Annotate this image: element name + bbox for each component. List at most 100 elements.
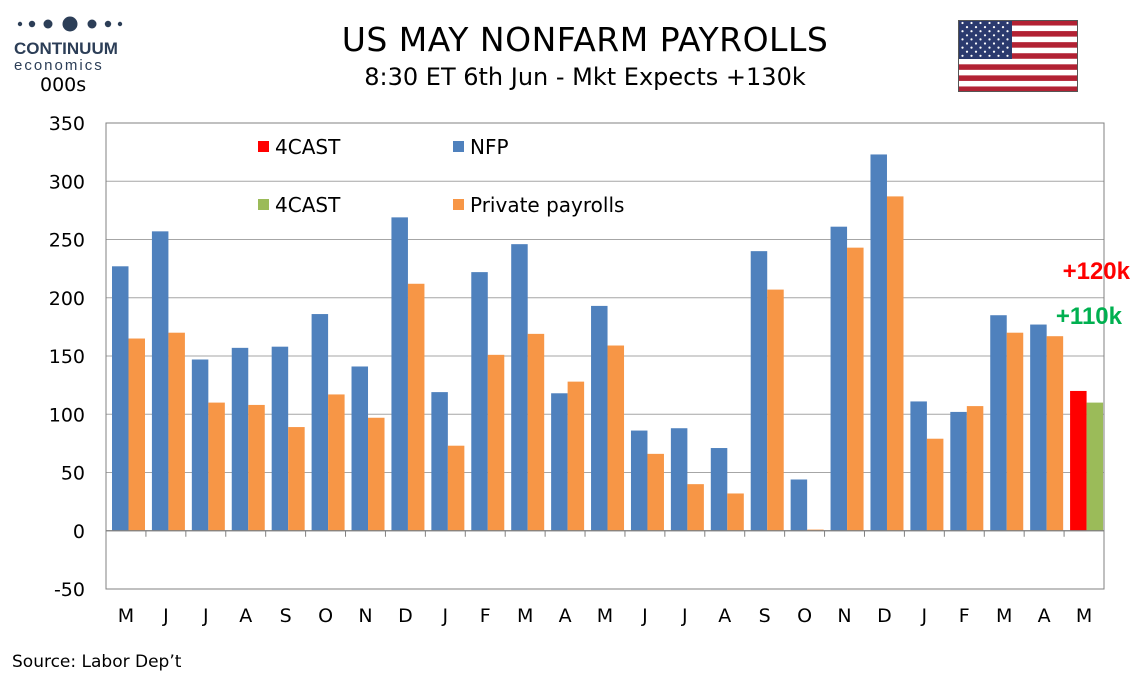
forecast-private-bar <box>1086 402 1104 531</box>
x-tick-label: M <box>597 605 613 627</box>
legend-label: 4CAST <box>275 135 341 159</box>
x-tick-label: D <box>877 605 892 627</box>
private-bar <box>567 381 585 531</box>
y-tick-label: 0 <box>73 521 85 543</box>
x-tick-label: A <box>239 605 252 627</box>
x-tick-label: M <box>1076 605 1092 627</box>
continuum-logo-icon: CONTINUUM economics <box>14 14 134 73</box>
nfp-bar <box>391 217 408 531</box>
x-tick-label: S <box>280 605 292 627</box>
private-bar <box>607 345 625 531</box>
nfp-bar <box>151 231 169 531</box>
legend-swatch <box>258 199 269 210</box>
private-bar <box>886 196 904 531</box>
legend-label: 4CAST <box>275 193 341 217</box>
x-tick-label: M <box>517 605 533 627</box>
logo-name: CONTINUUM <box>14 39 118 58</box>
x-tick-label: J <box>641 605 648 627</box>
x-tick-label: O <box>318 605 333 627</box>
legend-label: Private payrolls <box>470 193 624 217</box>
x-tick-label: J <box>681 605 688 627</box>
nfp-bar <box>191 359 209 531</box>
source-note: Source: Labor Dep’t <box>12 652 182 672</box>
nfp-bar <box>750 251 768 531</box>
nfp-bar <box>351 366 369 531</box>
plot-frame <box>105 122 1105 590</box>
nfp-bar <box>231 347 249 531</box>
x-tick-label: M <box>118 605 134 627</box>
x-tick-label: S <box>759 605 771 627</box>
forecast-annotation: +120k <box>1063 258 1131 285</box>
x-tick-label: N <box>837 605 851 627</box>
logo-sub: economics <box>14 57 104 74</box>
private-bar <box>328 394 345 531</box>
nfp-bar <box>591 305 608 531</box>
nfp-bar <box>271 346 289 531</box>
private-bar <box>647 453 664 531</box>
nfp-bar <box>790 479 808 531</box>
y-tick-label: 150 <box>49 346 85 368</box>
nfp-bar <box>471 272 488 531</box>
y-tick-label: 350 <box>49 113 85 135</box>
unit-label: 000s <box>40 74 87 96</box>
x-tick-label: O <box>797 605 812 627</box>
chart-title: US MAY NONFARM PAYROLLS <box>341 20 829 59</box>
logo-dots-icon <box>17 16 123 32</box>
nfp-bar <box>710 448 728 531</box>
private-bar <box>168 332 185 531</box>
x-tick-label: N <box>358 605 372 627</box>
nfp-bar <box>990 315 1007 531</box>
private-bar <box>1006 332 1024 531</box>
nfp-bar <box>830 226 848 531</box>
forecast-nfp-bar <box>1070 390 1087 531</box>
y-tick-label: 250 <box>49 230 85 252</box>
legend-swatch <box>258 141 269 152</box>
private-bar <box>368 417 385 531</box>
private-bar <box>727 493 744 531</box>
x-tick-label: A <box>1038 605 1051 627</box>
private-bar <box>487 354 505 531</box>
x-tick-label: J <box>921 605 928 627</box>
forecast-annotation: +110k <box>1056 303 1123 330</box>
private-bar <box>288 427 305 531</box>
chart-subtitle: 8:30 ET 6th Jun - Mkt Expects +130k <box>364 63 806 91</box>
x-tick-label: J <box>162 605 169 627</box>
x-tick-label: A <box>559 605 572 627</box>
x-tick-label: J <box>442 605 449 627</box>
us-flag-icon <box>958 20 1078 92</box>
legend-swatch <box>453 141 464 152</box>
private-bar <box>407 283 425 531</box>
nfp-bar <box>112 266 129 531</box>
nfp-bar <box>630 430 648 531</box>
private-bar <box>1046 336 1064 531</box>
x-tick-label: M <box>996 605 1012 627</box>
x-tick-label: A <box>718 605 731 627</box>
private-bar <box>128 338 145 531</box>
legend-label: NFP <box>470 135 509 159</box>
y-tick-label: -50 <box>54 579 85 601</box>
nfp-bar <box>910 401 927 531</box>
private-bar <box>527 333 545 531</box>
y-tick-label: 200 <box>49 288 85 310</box>
private-bar <box>248 404 265 531</box>
x-tick-label: F <box>959 605 970 627</box>
y-tick-label: 100 <box>49 404 85 426</box>
private-bar <box>447 445 465 531</box>
legend-swatch <box>453 199 464 210</box>
nfp-bar <box>551 393 568 531</box>
y-tick-label: 300 <box>49 171 85 193</box>
nfp-bar <box>1030 324 1047 531</box>
x-tick-label: D <box>398 605 413 627</box>
nfp-bar <box>670 428 688 531</box>
private-bar <box>208 402 225 531</box>
nfp-bar <box>431 392 448 531</box>
x-tick-label: F <box>480 605 491 627</box>
private-bar <box>966 406 984 531</box>
private-bar <box>767 289 784 531</box>
nfp-bar <box>870 154 887 531</box>
y-tick-label: 50 <box>61 463 85 485</box>
x-tick-label: J <box>202 605 209 627</box>
nfp-bar <box>950 411 967 531</box>
private-bar <box>687 484 704 531</box>
